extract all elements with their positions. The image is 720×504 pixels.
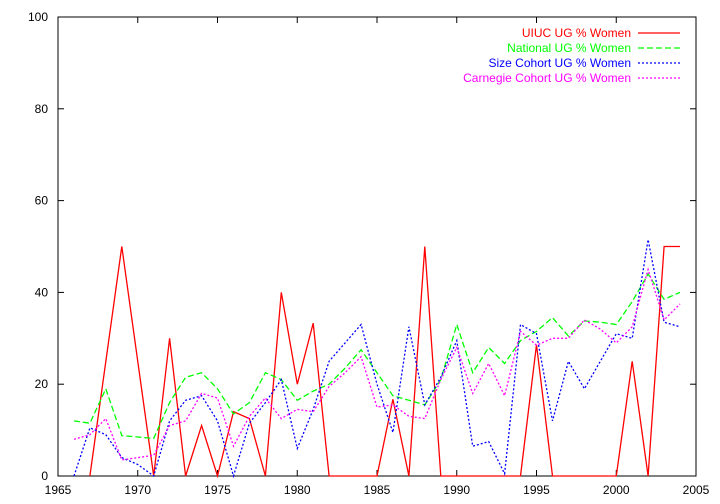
x-tick-label: 1970	[124, 483, 151, 497]
y-tick-label: 40	[35, 285, 49, 299]
legend-label: UIUC UG % Women	[522, 26, 631, 40]
x-tick-label: 1980	[284, 483, 311, 497]
series-line-3	[73, 239, 681, 479]
x-tick-label: 1985	[364, 483, 391, 497]
series-lines	[73, 239, 681, 479]
plot-frame	[57, 16, 697, 477]
y-tick-label: 80	[35, 102, 49, 116]
x-tick-label: 1975	[204, 483, 231, 497]
series-line-2	[73, 272, 681, 440]
legend-label: Size Cohort UG % Women	[489, 56, 632, 70]
legend-label: National UG % Women	[507, 41, 631, 55]
axis-ticks: 1965 1970 1975 1980 1985 1990 1995 2000 2005 0 20 4…	[28, 10, 710, 497]
x-tick-label: 1965	[45, 483, 72, 497]
x-tick-label: 1995	[523, 483, 550, 497]
x-tick-label: 2005	[683, 483, 710, 497]
y-tick-label: 0	[41, 469, 48, 483]
series-line-1	[89, 245, 680, 479]
x-tick-label: 1990	[443, 483, 470, 497]
x-tick-label: 2000	[603, 483, 630, 497]
y-tick-label: 60	[35, 194, 49, 208]
y-tick-label: 20	[35, 377, 49, 391]
series-line-4	[73, 267, 681, 461]
legend-label: Carnegie Cohort UG % Women	[463, 71, 631, 85]
y-tick-label: 100	[28, 10, 48, 24]
